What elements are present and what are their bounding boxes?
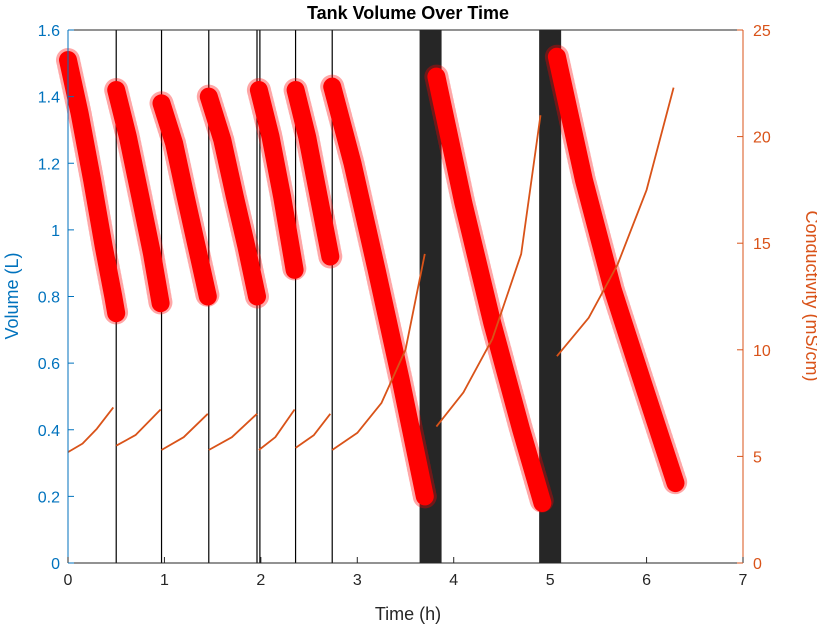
y-right-tick-label: 10 (753, 343, 771, 360)
volume-segment (249, 81, 304, 279)
y-left-tick-label: 1.6 (38, 23, 60, 40)
axes-layer: 0 1 2 3 4 5 6 700.20.40.60.811.21.41.6051015202… (38, 23, 771, 589)
volume-segment-fringe (320, 74, 437, 509)
volume-segment (286, 81, 340, 266)
y-right-axis-title: Conductivity (mS/cm) (802, 210, 817, 381)
y-left-tick-label: 0 (51, 556, 60, 573)
conductivity-segment (258, 408, 296, 451)
y-left-tick-label: 0.4 (38, 423, 60, 440)
x-tick-label: 0 (64, 572, 73, 589)
y-right-tick-label: 0 (753, 556, 762, 573)
volume-segment (199, 87, 266, 306)
conductivity-segment (331, 253, 426, 451)
y-right-tick-label: 25 (753, 23, 771, 40)
series-layer (56, 44, 688, 515)
conductivity-segment (295, 413, 332, 449)
conductivity-segment (67, 406, 115, 453)
y-left-tick-label: 1.4 (38, 90, 60, 107)
volume-segment-fringe (246, 78, 307, 282)
chart-title: Tank Volume Over Time (307, 3, 509, 23)
y-left-tick-label: 1.2 (38, 156, 60, 173)
y-left-tick-label: 0.8 (38, 290, 60, 307)
conductivity-segment (556, 87, 675, 357)
volume-segment-fringe (544, 44, 688, 496)
y-right-tick-label: 5 (753, 449, 762, 466)
x-axis-title: Time (h) (375, 604, 441, 624)
y-right-tick-label: 20 (753, 130, 771, 147)
labels-layer: Tank Volume Over Time Time (h) Volume (L… (2, 3, 817, 624)
volume-segment-fringe (104, 78, 173, 316)
x-tick-label: 7 (739, 572, 748, 589)
volume-segment (107, 81, 170, 313)
x-tick-label: 2 (256, 572, 265, 589)
volume-segment (323, 77, 434, 506)
conductivity-segment (161, 413, 209, 451)
boundary-band (419, 30, 442, 563)
boundary-band (539, 30, 562, 563)
volume-segment-fringe (283, 78, 343, 269)
x-tick-label: 4 (449, 572, 458, 589)
volume-segment (152, 94, 217, 306)
volume-segment (59, 51, 126, 323)
y-left-tick-label: 0.6 (38, 356, 60, 373)
volume-segment-fringe (149, 91, 220, 309)
volume-segment (547, 47, 685, 493)
y-left-axis-title: Volume (L) (2, 252, 22, 339)
y-right-tick-label: 15 (753, 236, 771, 253)
conductivity-segment (115, 408, 162, 447)
y-left-tick-label: 1 (51, 223, 60, 240)
volume-segment-fringe (424, 64, 555, 515)
volume-segment-fringe (56, 48, 129, 326)
x-tick-label: 1 (160, 572, 169, 589)
x-tick-label: 6 (642, 572, 651, 589)
x-tick-label: 5 (546, 572, 555, 589)
volume-segment (427, 67, 552, 512)
y-left-tick-label: 0.2 (38, 489, 60, 506)
volume-segment-fringe (196, 84, 269, 309)
x-tick-label: 3 (353, 572, 362, 589)
conductivity-segment (435, 115, 542, 428)
conductivity-segment (208, 413, 258, 451)
